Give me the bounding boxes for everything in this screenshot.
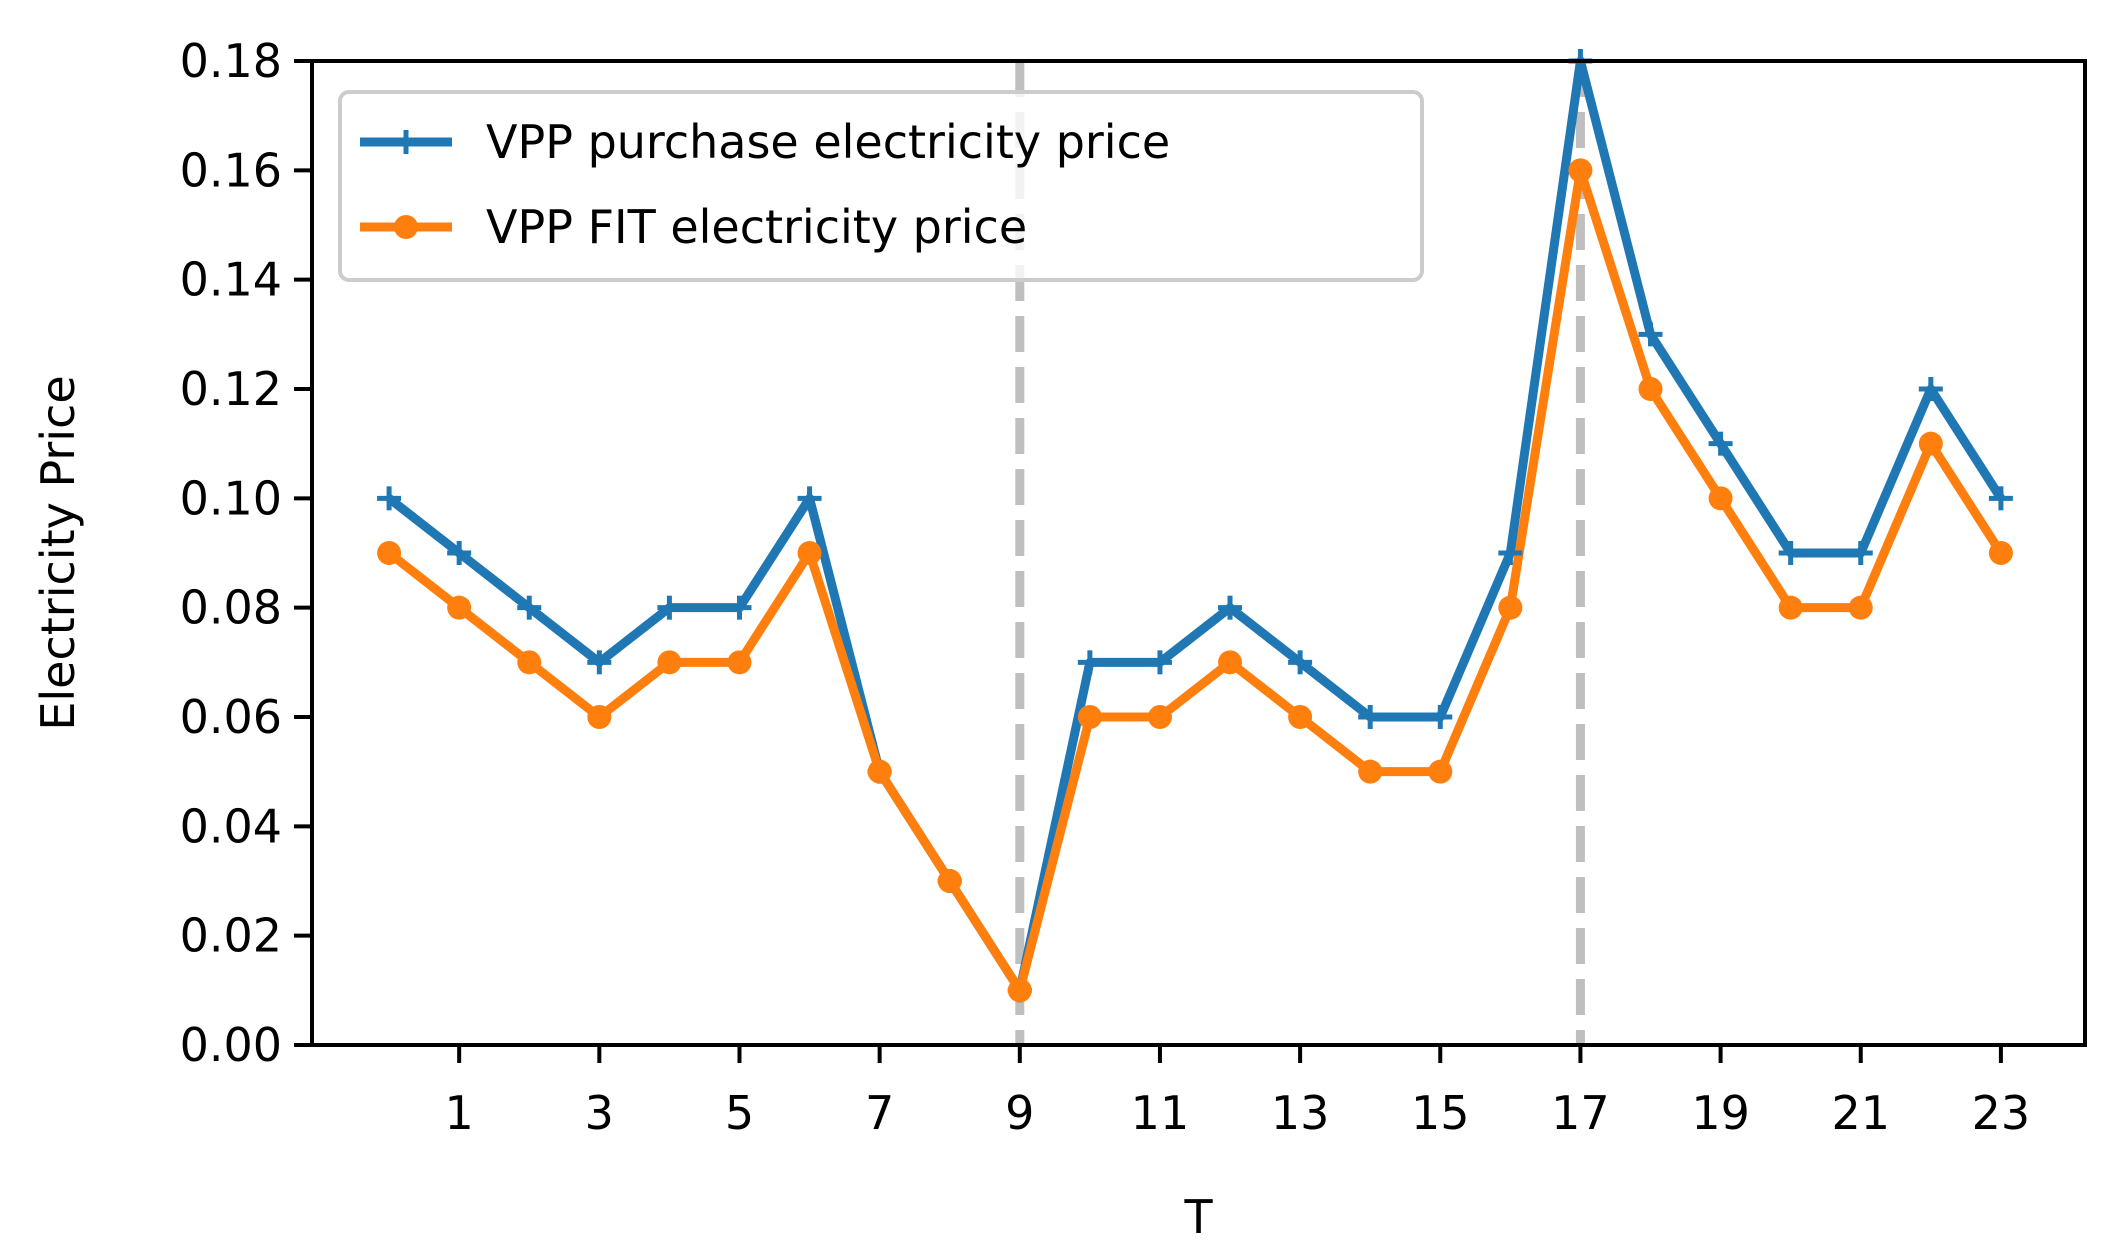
- x-axis-title: T: [1183, 1190, 1213, 1244]
- data-point-1: [797, 486, 822, 511]
- data-point-1: [1848, 541, 1873, 565]
- y-axis-title: Electricity Price: [31, 375, 85, 730]
- data-point-2: [587, 705, 612, 729]
- data-point-2: [1918, 431, 1943, 456]
- legend-label: VPP purchase electricity price: [486, 115, 1170, 169]
- x-tick-label: 17: [1551, 1086, 1610, 1140]
- series-line-2: [386, 165, 2005, 995]
- y-tick-label: 0.14: [180, 253, 282, 307]
- x-tick-label: 9: [1005, 1086, 1034, 1140]
- data-point-1: [1077, 650, 1102, 675]
- legend-box: [338, 90, 1424, 282]
- y-tick-label: 0.04: [180, 799, 282, 853]
- data-point-1: [727, 595, 752, 620]
- data-point-1: [1147, 650, 1172, 675]
- data-point-1: [1428, 705, 1453, 729]
- y-axis: 0.00 0.02 0.04 0.06 0.08 0.10 0.12 0.14 0.16 0.18: [180, 34, 312, 1072]
- data-point-2: [937, 869, 962, 893]
- series-line-1: [386, 56, 2005, 995]
- y-tick-label: 0.02: [180, 909, 282, 963]
- data-point-2: [867, 759, 892, 784]
- data-point-2: [1568, 158, 1593, 183]
- data-point-2: [517, 650, 542, 675]
- x-tick-label: 5: [725, 1086, 754, 1140]
- legend-label: VPP FIT electricity price: [486, 200, 1027, 254]
- x-tick-label: 3: [585, 1086, 614, 1140]
- y-tick-label: 0.08: [180, 581, 282, 635]
- legend-entry-2: VPP FIT electricity price: [360, 200, 1027, 254]
- data-point-1: [587, 650, 612, 675]
- plot-frame: [310, 59, 2087, 1047]
- data-point-1: [1218, 595, 1243, 620]
- x-tick-label: 21: [1831, 1086, 1890, 1140]
- data-point-1: [1708, 431, 1733, 456]
- data-point-1: [1638, 322, 1663, 347]
- data-point-2: [727, 650, 752, 675]
- data-point-1: [1288, 650, 1313, 675]
- data-point-2: [1988, 541, 2013, 565]
- data-point-2: [1708, 486, 1733, 511]
- y-tick-label: 0.00: [180, 1018, 282, 1072]
- data-point-2: [1147, 705, 1172, 729]
- data-point-1: [1988, 486, 2013, 511]
- data-point-1: [1358, 705, 1383, 729]
- x-tick-label: 23: [1972, 1086, 2031, 1140]
- x-tick-label: 11: [1131, 1086, 1190, 1140]
- data-point-2: [1077, 705, 1102, 729]
- series-lines: [386, 56, 2005, 995]
- data-point-2: [1428, 759, 1453, 784]
- legend: VPP purchase electricity price VPP FIT el…: [338, 90, 1424, 282]
- legend-entry-1: VPP purchase electricity price: [360, 115, 1170, 169]
- x-tick-label: 19: [1691, 1086, 1750, 1140]
- data-point-1: [1498, 541, 1523, 565]
- y-tick-label: 0.12: [180, 362, 282, 416]
- data-point-2: [1218, 650, 1243, 675]
- y-tick-label: 0.18: [180, 34, 282, 88]
- data-point-2: [1848, 595, 1873, 620]
- data-point-2: [1638, 377, 1663, 401]
- y-tick-label: 0.10: [180, 471, 282, 525]
- x-tick-label: 7: [865, 1086, 894, 1140]
- x-axis: 1 3 5 7 9 11 13 15 17 19 21 23: [445, 1045, 2031, 1140]
- data-point-1: [447, 541, 472, 565]
- data-point-2: [657, 650, 682, 675]
- data-point-1: [1918, 377, 1943, 401]
- x-tick-label: 15: [1411, 1086, 1470, 1140]
- data-point-2: [1007, 978, 1032, 1003]
- data-point-2: [377, 541, 402, 565]
- x-tick-label: 13: [1271, 1086, 1330, 1140]
- y-tick-label: 0.06: [180, 690, 282, 744]
- data-point-2: [1778, 595, 1803, 620]
- data-point-2: [797, 541, 822, 565]
- x-tick-label: 1: [445, 1086, 474, 1140]
- data-point-1: [377, 486, 402, 511]
- legend-swatch-marker: [394, 215, 418, 239]
- data-point-2: [1498, 595, 1523, 620]
- data-point-2: [1358, 759, 1383, 784]
- data-point-2: [447, 595, 472, 620]
- data-point-2: [1288, 705, 1313, 729]
- data-point-1: [1778, 541, 1803, 565]
- data-point-1: [517, 595, 542, 620]
- y-tick-label: 0.16: [180, 143, 282, 197]
- data-point-1: [657, 595, 682, 620]
